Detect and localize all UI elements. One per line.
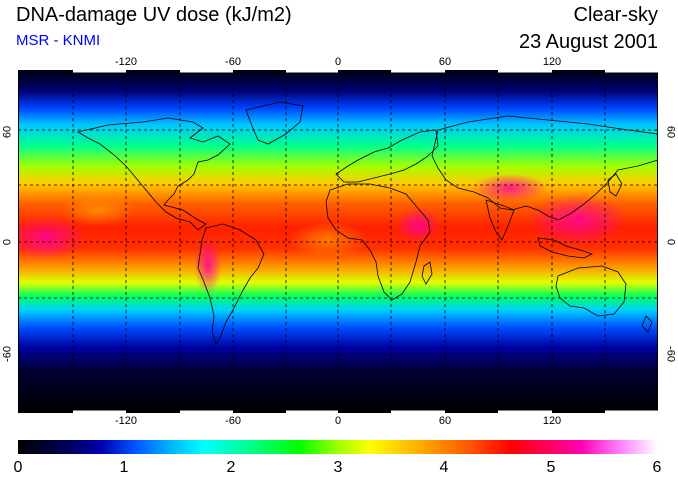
lat-tick-left: 0 <box>1 238 14 246</box>
lon-tick-bottom: 60 <box>438 415 452 427</box>
colorbar <box>18 440 658 454</box>
colorbar-label: 6 <box>652 459 662 476</box>
lon-tick-bottom: -60 <box>225 415 241 427</box>
uv-coolspot <box>60 194 136 226</box>
north-america-outline <box>76 117 231 231</box>
africa-outline <box>325 183 431 301</box>
lon-tick-bottom: 120 <box>542 415 562 427</box>
lon-tick-top: 120 <box>542 56 562 68</box>
colorbar-label: 5 <box>546 459 556 476</box>
uv-dose-map <box>18 70 658 413</box>
uv-hotspot <box>472 174 548 202</box>
india-outline <box>485 199 515 241</box>
lon-tick-top: -120 <box>114 56 138 68</box>
colorbar-label: 0 <box>13 459 23 476</box>
asia-outline <box>431 115 658 221</box>
coastlines <box>76 101 658 345</box>
source-label: MSR - KNMI <box>16 32 101 49</box>
lon-tick-bottom: -120 <box>114 415 138 427</box>
lon-tick-bottom: 0 <box>334 415 342 427</box>
graticule <box>18 70 658 413</box>
map-title: DNA-damage UV dose (kJ/m2) <box>16 4 292 26</box>
lon-tick-top: 60 <box>438 56 452 68</box>
south-america-outline <box>197 223 265 345</box>
uv-coolspot <box>288 222 368 258</box>
sky-condition-label: Clear-sky <box>573 4 658 26</box>
lon-tick-top: -60 <box>225 56 241 68</box>
colorbar-label: 3 <box>333 459 343 476</box>
indonesia-outline <box>537 237 594 259</box>
uv-hotspot <box>396 207 440 243</box>
colorbar-label: 2 <box>226 459 236 476</box>
uv-hotspot <box>18 216 86 260</box>
greenland-outline <box>245 101 304 145</box>
lat-tick-left: 60 <box>1 125 14 139</box>
europe-outline <box>335 129 439 183</box>
japan-outline <box>607 173 623 197</box>
lat-tick-left: -60 <box>1 346 14 362</box>
colorbar-label: 4 <box>439 459 449 476</box>
lat-tick-right: -60 <box>664 346 677 362</box>
uv-hotspot <box>528 194 628 246</box>
lon-tick-top: 0 <box>334 56 342 68</box>
uv-hotspot <box>194 235 222 295</box>
date-label: 23 August 2001 <box>518 31 658 53</box>
colorbar-label: 1 <box>119 459 129 476</box>
lat-tick-right: 60 <box>664 125 677 139</box>
frame-ticks <box>73 70 658 413</box>
lat-tick-right: 0 <box>664 238 677 246</box>
new-zealand-outline <box>641 315 653 333</box>
madagascar-outline <box>421 261 433 285</box>
